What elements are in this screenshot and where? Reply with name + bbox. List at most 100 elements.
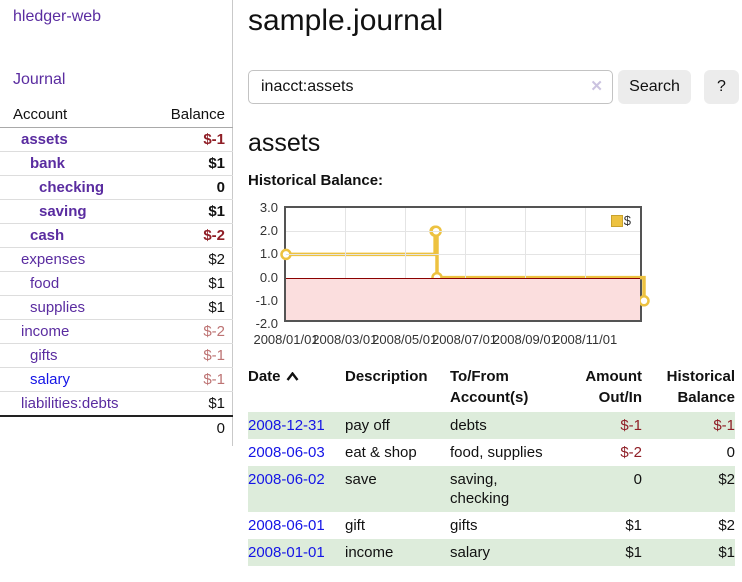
transaction-accounts: food, supplies xyxy=(450,439,570,466)
transaction-accounts: debts xyxy=(450,412,570,439)
transaction-date-link[interactable]: 2008-01-01 xyxy=(248,544,325,561)
transaction-description: gift xyxy=(345,512,450,539)
transaction-balance: $2 xyxy=(642,512,735,539)
search-form: ✕ Search ? xyxy=(248,70,742,104)
negative-region xyxy=(286,278,640,320)
account-row: expenses $2 xyxy=(0,248,233,272)
account-tree-body: assets $-1 bank $1 checking 0 saving $1 … xyxy=(0,128,233,417)
x-axis-tick-label: 2008/03/01 xyxy=(312,332,377,347)
account-link[interactable]: saving xyxy=(39,203,87,220)
account-balance: $1 xyxy=(146,296,233,320)
account-balance: $-1 xyxy=(146,368,233,392)
legend-swatch xyxy=(611,215,623,227)
y-axis-tick-label: 3.0 xyxy=(248,201,278,214)
y-axis-tick-label: 1.0 xyxy=(248,247,278,260)
y-axis-tick-label: -2.0 xyxy=(248,317,278,330)
account-balance: $1 xyxy=(146,200,233,224)
account-link[interactable]: supplies xyxy=(30,299,85,316)
account-link[interactable]: income xyxy=(21,323,69,340)
historical-balance-chart: $ 3.02.01.00.0-1.0-2.02008/01/012008/03/… xyxy=(248,206,742,352)
account-link[interactable]: expenses xyxy=(21,251,85,268)
x-axis-tick-label: 2008/07/01 xyxy=(432,332,497,347)
account-link[interactable]: liabilities:debts xyxy=(21,395,119,412)
balance-column-header: Balance xyxy=(146,103,233,128)
transaction-amount: $-1 xyxy=(570,412,642,439)
account-row: income $-2 xyxy=(0,320,233,344)
account-row: supplies $1 xyxy=(0,296,233,320)
transaction-balance: $-1 xyxy=(642,412,735,439)
transaction-description: pay off xyxy=(345,412,450,439)
x-axis-tick-label: 2008/01/01 xyxy=(253,332,318,347)
account-balance: $-2 xyxy=(146,224,233,248)
y-axis-tick-label: 2.0 xyxy=(248,224,278,237)
account-balance: $1 xyxy=(146,152,233,176)
description-column-header: Description xyxy=(345,364,450,412)
transaction-balance: $2 xyxy=(642,466,735,512)
y-axis-tick-label: -1.0 xyxy=(248,294,278,307)
account-balance: $1 xyxy=(146,272,233,296)
date-column-header[interactable]: Date xyxy=(248,364,345,412)
page-title: sample.journal xyxy=(248,0,742,39)
chart-label: Historical Balance: xyxy=(248,172,742,190)
transaction-description: income xyxy=(345,539,450,566)
account-row: gifts $-1 xyxy=(0,344,233,368)
clear-search-icon[interactable]: ✕ xyxy=(590,79,603,94)
register-row: 2008-06-01 gift gifts $1 $2 xyxy=(248,512,735,539)
account-link[interactable]: salary xyxy=(30,371,70,388)
account-balance: $1 xyxy=(146,392,233,417)
chart-gridline xyxy=(286,254,640,255)
account-link[interactable]: checking xyxy=(39,179,104,196)
account-link[interactable]: bank xyxy=(30,155,65,172)
sidebar-item-journal[interactable]: Journal xyxy=(13,71,65,89)
transaction-date-link[interactable]: 2008-06-02 xyxy=(248,471,325,488)
account-total-row: 0 xyxy=(0,416,233,440)
sidebar: hledger-web Journal Account Balance asse… xyxy=(0,0,233,446)
chart-plot: $ xyxy=(284,206,642,322)
main-content: sample.journal ✕ Search ? assets Histori… xyxy=(248,0,742,566)
accounts-column-header: To/From Account(s) xyxy=(450,364,570,412)
transaction-amount: 0 xyxy=(570,466,642,512)
transaction-date-link[interactable]: 2008-06-03 xyxy=(248,444,325,461)
register-row: 2008-12-31 pay off debts $-1 $-1 xyxy=(248,412,735,439)
transaction-description: save xyxy=(345,466,450,512)
account-balance: $2 xyxy=(146,248,233,272)
account-link[interactable]: cash xyxy=(30,227,64,244)
account-row: saving $1 xyxy=(0,200,233,224)
register-body: 2008-12-31 pay off debts $-1 $-1 2008-06… xyxy=(248,412,735,566)
balance-column-header-register: Historical Balance xyxy=(642,364,735,412)
transaction-date-link[interactable]: 2008-12-31 xyxy=(248,417,325,434)
app-brand-link[interactable]: hledger-web xyxy=(13,8,101,26)
transaction-accounts: salary xyxy=(450,539,570,566)
register-row: 2008-01-01 income salary $1 $1 xyxy=(248,539,735,566)
legend-label: $ xyxy=(624,213,631,228)
account-link[interactable]: gifts xyxy=(30,347,58,364)
account-link[interactable]: food xyxy=(30,275,59,292)
x-axis-tick-label: 2008/09/01 xyxy=(493,332,558,347)
chart-gridline xyxy=(286,231,640,232)
account-column-header: Account xyxy=(0,103,146,128)
register-row: 2008-06-02 save saving, checking 0 $2 xyxy=(248,466,735,512)
search-button[interactable]: Search xyxy=(618,70,691,104)
account-row: assets $-1 xyxy=(0,128,233,152)
transaction-amount: $-2 xyxy=(570,439,642,466)
x-axis-tick-label: 2008/05/01 xyxy=(372,332,437,347)
x-axis-tick-label: 2008/11/01 xyxy=(553,332,617,347)
help-button[interactable]: ? xyxy=(704,70,739,104)
account-row: liabilities:debts $1 xyxy=(0,392,233,417)
transaction-amount: $1 xyxy=(570,539,642,566)
account-row: bank $1 xyxy=(0,152,233,176)
register-row: 2008-06-03 eat & shop food, supplies $-2… xyxy=(248,439,735,466)
data-point-marker xyxy=(640,296,649,305)
transaction-balance: $1 xyxy=(642,539,735,566)
transaction-description: eat & shop xyxy=(345,439,450,466)
account-row: checking 0 xyxy=(0,176,233,200)
amount-column-header: Amount Out/In xyxy=(570,364,642,412)
search-input[interactable] xyxy=(248,70,613,104)
account-link[interactable]: assets xyxy=(21,131,68,148)
transaction-balance: 0 xyxy=(642,439,735,466)
transaction-date-link[interactable]: 2008-06-01 xyxy=(248,517,325,534)
account-row: cash $-2 xyxy=(0,224,233,248)
transaction-amount: $1 xyxy=(570,512,642,539)
register-table: Date Description To/From Account(s) Amou… xyxy=(248,364,735,566)
account-row: salary $-1 xyxy=(0,368,233,392)
